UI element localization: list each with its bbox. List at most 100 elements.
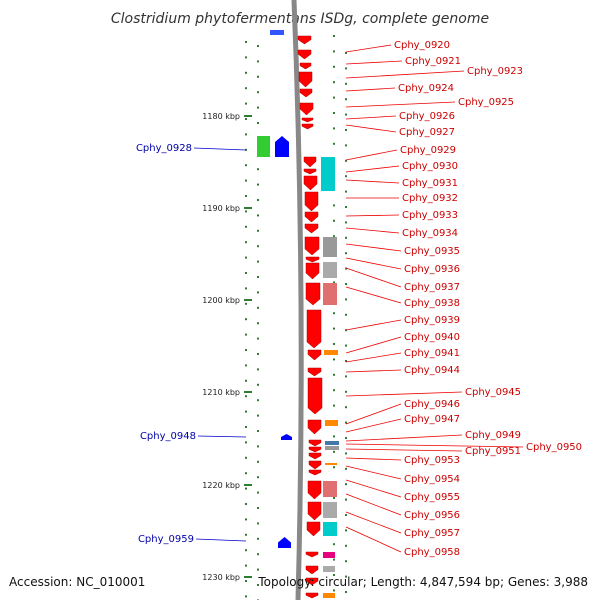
grid-dot [245, 487, 247, 490]
grid-dot [257, 91, 259, 94]
grid-dot [257, 122, 259, 124]
forward-gene-mark [305, 565, 319, 575]
grid-dot [245, 533, 247, 536]
grid-dot [257, 414, 259, 417]
grid-dot [257, 322, 259, 325]
forward-gene-label: Cphy_0921 [405, 56, 461, 67]
feature-block [323, 262, 337, 278]
feature-block [323, 502, 337, 518]
grid-dot [257, 291, 259, 294]
grid-dot [333, 312, 335, 315]
forward-gene-label: Cphy_0920 [394, 40, 450, 51]
forward-gene-mark [304, 191, 319, 212]
grid-dot [257, 445, 259, 448]
forward-gene-mark [308, 439, 322, 447]
label-leader [345, 214, 400, 217]
grid-dot [245, 272, 247, 274]
grid-dot [345, 390, 347, 393]
grid-dot [257, 183, 259, 186]
grid-dot [345, 144, 347, 147]
forward-gene-label: Cphy_0924 [398, 83, 454, 94]
grid-dot [345, 98, 347, 101]
scale-label: 1220 kbp [202, 481, 240, 490]
forward-gene-label: Cphy_0946 [404, 399, 460, 410]
grid-dot [345, 82, 347, 85]
grid-dot [257, 460, 259, 463]
map-decor [245, 0, 347, 600]
grid-dot [345, 437, 347, 439]
grid-dot [257, 537, 259, 540]
grid-dot [345, 159, 347, 162]
grid-dot [245, 241, 247, 244]
grid-dot [245, 549, 247, 552]
label-leader [345, 286, 402, 304]
forward-gene-label: Cphy_0955 [404, 492, 460, 503]
grid-dot [245, 225, 247, 228]
grid-dot [345, 483, 347, 486]
grid-dot [345, 375, 347, 378]
forward-gene-label: Cphy_0931 [402, 178, 458, 189]
forward-gene-label: Cphy_0938 [404, 298, 460, 309]
label-leader [345, 243, 402, 252]
forward-gene-mark [305, 577, 319, 586]
grid-dot [333, 343, 335, 345]
grid-dot [345, 467, 347, 470]
forward-gene-mark [305, 551, 319, 558]
grid-dot [257, 584, 259, 586]
grid-dot [257, 306, 259, 309]
feature-block [323, 552, 335, 558]
grid-dot [333, 358, 335, 361]
grid-dot [333, 327, 335, 330]
grid-dot [345, 560, 347, 563]
grid-dot [345, 406, 347, 409]
forward-gene-mark [306, 309, 322, 349]
label-leader [193, 147, 247, 151]
map-title: Clostridium phytofermentans ISDg, comple… [111, 11, 489, 27]
grid-dot [345, 252, 347, 255]
grid-dot [333, 65, 335, 68]
forward-gene-label: Cphy_0927 [399, 127, 455, 138]
grid-dot [245, 71, 247, 74]
grid-dot [257, 568, 259, 571]
grid-dot [245, 503, 247, 505]
label-leader [345, 227, 400, 234]
label-leader [345, 403, 402, 425]
forward-gene-mark [304, 236, 320, 256]
label-leader [345, 448, 463, 452]
forward-gene-mark [307, 501, 322, 521]
grid-dot [345, 175, 347, 178]
grid-dot [333, 219, 335, 222]
grid-dot [345, 313, 347, 316]
grid-dot [345, 344, 347, 347]
reverse-gene-mark [275, 136, 289, 157]
label-leader [345, 179, 400, 184]
feature-block [321, 157, 335, 191]
grid-dot [245, 87, 247, 90]
grid-dot [345, 236, 347, 239]
grid-dot [333, 435, 335, 438]
scale-ruler: 1180 kbp 1190 kbp 1200 kbp 1210 kbp 1220 kbp… [202, 112, 252, 582]
grid-dot [245, 518, 247, 521]
label-leader [345, 391, 463, 397]
label-leader [345, 257, 402, 270]
forward-gene-label: Cphy_0945 [465, 387, 521, 398]
forward-gene-mark [308, 446, 322, 453]
forward-gene-mark [301, 117, 314, 123]
grid-dot [257, 476, 259, 479]
forward-gene-mark [305, 256, 320, 263]
label-leader [345, 124, 397, 133]
label-leader [345, 87, 396, 92]
forward-gene-label: Cphy_0932 [402, 193, 458, 204]
grid-dot [333, 35, 335, 37]
grid-dot [333, 589, 335, 592]
grid-dot [257, 337, 259, 340]
grid-dot [333, 96, 335, 99]
forward-gene-label: Cphy_0953 [404, 455, 460, 466]
label-leader [345, 465, 402, 480]
grid-dot [257, 553, 259, 556]
forward-gene-mark [307, 367, 322, 377]
grid-dot [333, 404, 335, 407]
grid-dot [245, 410, 247, 413]
